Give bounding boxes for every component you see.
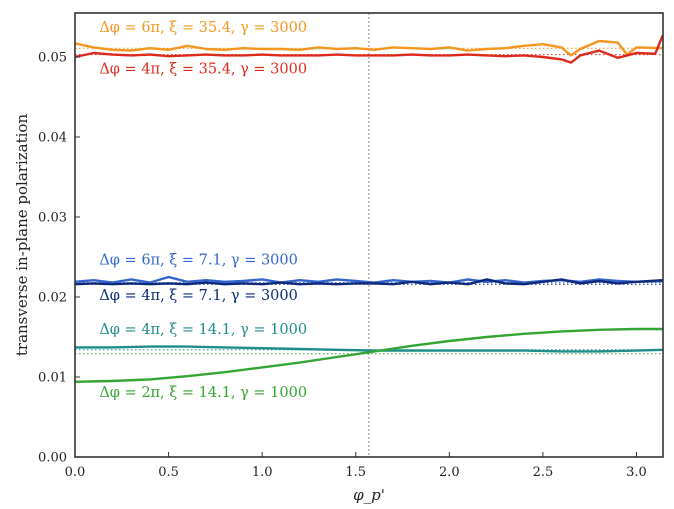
y-tick-label: 0.01: [38, 371, 67, 386]
y-tick-label: 0.03: [38, 211, 67, 226]
y-tick-label: 0.05: [38, 51, 67, 66]
y-tick-label: 0.04: [38, 131, 67, 146]
plot-area: Δφ = 6π, ξ = 35.4, γ = 3000 Δφ = 4π, ξ = …: [75, 13, 663, 457]
plot-clip-group: [75, 13, 663, 457]
series-annotation-5: Δφ = 4π, ξ = 14.1, γ = 1000: [99, 322, 307, 338]
series-annotation-6: Δφ = 2π, ξ = 14.1, γ = 1000: [99, 385, 307, 401]
x-tick-label: 3.0: [626, 465, 647, 480]
x-tick-label: 2.5: [533, 465, 554, 480]
x-tick-label: 0.5: [158, 465, 179, 480]
series-annotation-4: Δφ = 4π, ξ = 7.1, γ = 3000: [99, 288, 298, 304]
series-line-4: [75, 278, 663, 286]
series-line-6: [75, 327, 663, 383]
series-line-2: [75, 34, 663, 64]
series-annotation-1: Δφ = 6π, ξ = 35.4, γ = 3000: [99, 20, 307, 36]
plot-frame: [74, 12, 664, 458]
x-tick-label: 0.0: [65, 465, 86, 480]
x-axis-label: φ_p': [353, 486, 385, 504]
x-tick-label: 1.5: [345, 465, 366, 480]
y-tick-label: 0.00: [38, 451, 67, 466]
y-tick-label: 0.02: [38, 291, 67, 306]
axes: 0.0 0.5 1.0 1.5 2.0 2.5 3.0 0.00 0.01 0.02 0.03 0.0…: [38, 51, 647, 481]
y-axis-label: transverse in-plane polarization: [13, 114, 31, 357]
series-line-1: [75, 39, 663, 57]
series-annotation-3: Δφ = 6π, ξ = 7.1, γ = 3000: [99, 253, 298, 269]
x-tick-label: 2.0: [439, 465, 460, 480]
x-tick-label: 1.0: [252, 465, 273, 480]
series-annotation-2: Δφ = 4π, ξ = 35.4, γ = 3000: [99, 61, 307, 77]
